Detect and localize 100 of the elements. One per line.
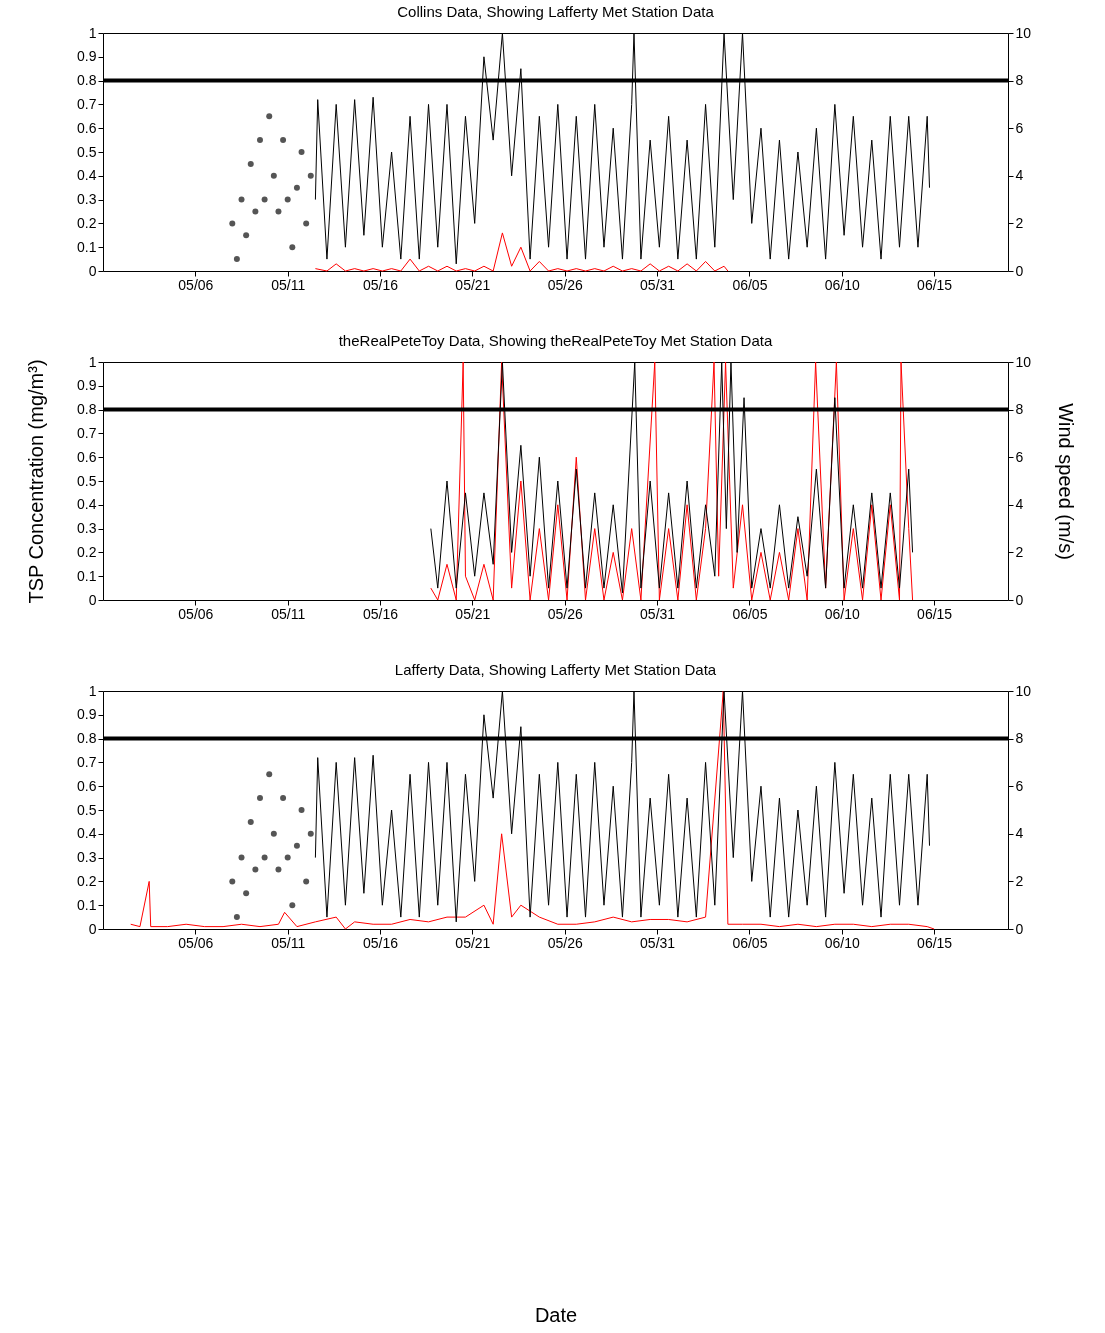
y2-tick-label: 10 xyxy=(1015,24,1032,41)
y2-tick-label: 10 xyxy=(1015,682,1032,699)
y-tick-label: 0 xyxy=(88,591,97,608)
x-tick-label: 06/10 xyxy=(824,934,860,951)
point xyxy=(307,172,314,179)
point xyxy=(229,878,236,885)
point xyxy=(284,196,291,203)
x-tick-label: 05/31 xyxy=(640,605,676,622)
y-tick-label: 0.2 xyxy=(77,872,97,889)
y2-tick-label: 8 xyxy=(1015,72,1024,89)
point xyxy=(243,890,250,897)
y2-tick-label: 6 xyxy=(1015,119,1024,136)
y-tick-label: 0.1 xyxy=(77,896,97,913)
point xyxy=(303,878,310,885)
x-tick-label: 05/11 xyxy=(271,605,306,622)
y-tick-label: 0.9 xyxy=(77,706,97,723)
y-tick-label: 0.6 xyxy=(77,777,97,794)
point xyxy=(261,854,268,861)
point xyxy=(307,830,314,837)
y-tick-label: 0.8 xyxy=(77,72,97,89)
x-axis-title: Date xyxy=(534,1303,578,1326)
y-tick-label: 0.9 xyxy=(77,377,97,394)
y2-tick-label: 6 xyxy=(1015,448,1024,465)
y-tick-label: 0.3 xyxy=(77,191,97,208)
y-tick-label: 0.9 xyxy=(77,48,97,65)
x-tick-label: 06/05 xyxy=(732,605,768,622)
point xyxy=(256,795,263,802)
x-tick-label: 05/06 xyxy=(178,605,214,622)
y-tick-label: 0.6 xyxy=(77,119,97,136)
y-tick-label: 0.7 xyxy=(77,753,97,770)
x-tick-label: 05/26 xyxy=(547,276,583,293)
chart-title: Collins Data, Showing Lafferty Met Station Data xyxy=(397,3,715,20)
point xyxy=(238,854,245,861)
y2-axis-title: Wind speed (m/s) xyxy=(1055,403,1078,560)
y-tick-label: 0.2 xyxy=(77,543,97,560)
point xyxy=(293,842,300,849)
x-tick-label: 06/15 xyxy=(917,605,953,622)
x-tick-label: 06/05 xyxy=(732,276,768,293)
y-axis-title: TSP Concentration (mg/m³) xyxy=(25,359,48,604)
x-tick-label: 05/11 xyxy=(271,934,306,951)
y2-tick-label: 0 xyxy=(1015,591,1024,608)
y-tick-label: 0.5 xyxy=(77,801,97,818)
y-tick-label: 0 xyxy=(88,920,97,937)
y2-tick-label: 4 xyxy=(1015,167,1024,184)
point xyxy=(298,807,305,813)
y-tick-label: 0.1 xyxy=(77,567,97,584)
y-tick-label: 0.7 xyxy=(77,424,97,441)
x-tick-label: 06/15 xyxy=(917,934,953,951)
y-tick-label: 0.3 xyxy=(77,849,97,866)
y-tick-label: 0.4 xyxy=(77,167,97,184)
y-tick-label: 0.2 xyxy=(77,214,97,231)
point xyxy=(298,149,305,155)
y-tick-label: 0.1 xyxy=(77,238,97,255)
y2-tick-label: 2 xyxy=(1015,543,1024,560)
y2-tick-label: 0 xyxy=(1015,262,1024,279)
point xyxy=(238,196,245,203)
chart-title: Lafferty Data, Showing Lafferty Met Station Data xyxy=(394,661,717,678)
x-tick-label: 05/11 xyxy=(271,276,306,293)
x-tick-label: 05/26 xyxy=(547,605,583,622)
point xyxy=(247,818,254,825)
y-tick-label: 0.5 xyxy=(77,472,97,489)
point xyxy=(280,795,287,802)
x-tick-label: 05/16 xyxy=(363,276,399,293)
x-tick-label: 05/06 xyxy=(178,276,214,293)
x-tick-label: 06/05 xyxy=(732,934,768,951)
point xyxy=(289,902,296,909)
y2-tick-label: 0 xyxy=(1015,920,1024,937)
point xyxy=(256,137,263,144)
point xyxy=(229,220,236,227)
point xyxy=(270,172,277,179)
point xyxy=(275,208,282,215)
y2-tick-label: 8 xyxy=(1015,401,1024,418)
y-tick-label: 0.6 xyxy=(77,448,97,465)
point xyxy=(261,196,268,203)
x-tick-label: 06/10 xyxy=(824,605,860,622)
x-tick-label: 05/21 xyxy=(455,276,491,293)
point xyxy=(233,914,240,921)
point xyxy=(252,208,259,215)
y-tick-label: 0.8 xyxy=(77,730,97,747)
y2-tick-label: 2 xyxy=(1015,214,1024,231)
x-tick-label: 05/21 xyxy=(455,605,491,622)
point xyxy=(293,184,300,191)
point xyxy=(247,160,254,167)
point xyxy=(275,866,282,873)
y-tick-label: 0 xyxy=(88,262,97,279)
y-tick-label: 0.4 xyxy=(77,825,97,842)
y-tick-label: 0.8 xyxy=(77,401,97,418)
point xyxy=(270,830,277,837)
x-tick-label: 05/31 xyxy=(640,276,676,293)
point xyxy=(266,771,273,778)
y-tick-label: 0.3 xyxy=(77,520,97,537)
point xyxy=(284,854,291,861)
y2-tick-label: 2 xyxy=(1015,872,1024,889)
x-tick-label: 05/06 xyxy=(178,934,214,951)
x-tick-label: 05/26 xyxy=(547,934,583,951)
x-tick-label: 05/31 xyxy=(640,934,676,951)
point xyxy=(303,220,310,227)
point xyxy=(243,232,250,239)
point xyxy=(233,256,240,263)
point xyxy=(289,244,296,251)
